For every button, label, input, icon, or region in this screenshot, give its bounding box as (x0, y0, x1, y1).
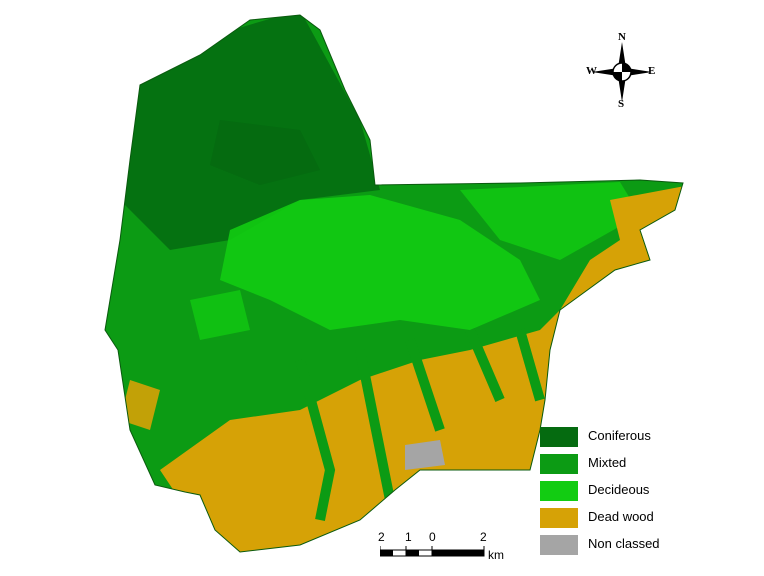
deadwood-south-zone (160, 310, 560, 552)
deciduous-patch (190, 290, 250, 340)
north-arrow: N S E W (586, 31, 658, 110)
region-outline (104, 14, 684, 553)
scale-tick-label: 1 (405, 530, 412, 544)
deciduous-central-zone (220, 195, 540, 330)
legend-swatch-non-classed (540, 535, 578, 555)
legend-swatch-mixed (540, 454, 578, 474)
compass-south-label: S (618, 98, 625, 110)
legend-label-mixed: Mixted (588, 455, 627, 470)
mixed-forest-ridges (295, 328, 545, 521)
compass-north-label: N (618, 31, 626, 43)
legend-swatch-deciduous (540, 481, 578, 501)
deadwood-west-patch (120, 380, 160, 430)
legend-label-non-classed: Non classed (588, 536, 660, 551)
legend-swatch-dead-wood (540, 508, 578, 528)
compass-east-label: E (648, 65, 656, 77)
scale-tick-label: 2 (378, 530, 385, 544)
legend-label-dead-wood: Dead wood (588, 509, 654, 524)
deciduous-east-zone (460, 182, 640, 260)
legend-swatch-coniferous (540, 427, 578, 447)
non-classed-patch (405, 440, 445, 470)
legend-label-coniferous: Coniferous (588, 428, 651, 443)
legend-item-coniferous: Coniferous (540, 426, 690, 448)
legend-item-mixed: Mixted (540, 453, 690, 475)
legend-label-deciduous: Decideous (588, 482, 650, 497)
scale-unit-label: km (488, 548, 504, 562)
legend-item-deciduous: Decideous (540, 480, 690, 502)
scale-tick-label: 2 (480, 530, 487, 544)
scale-tick-label: 0 (429, 530, 436, 544)
scale-bar-graphic (380, 546, 485, 557)
compass-rose-icon (592, 42, 652, 102)
compass-west-label: W (586, 65, 597, 77)
coniferous-patch (210, 120, 320, 185)
scale-bar: 2 1 0 2 km (370, 530, 510, 570)
legend-item-non-classed: Non classed (540, 534, 690, 556)
legend-item-dead-wood: Dead wood (540, 507, 690, 529)
